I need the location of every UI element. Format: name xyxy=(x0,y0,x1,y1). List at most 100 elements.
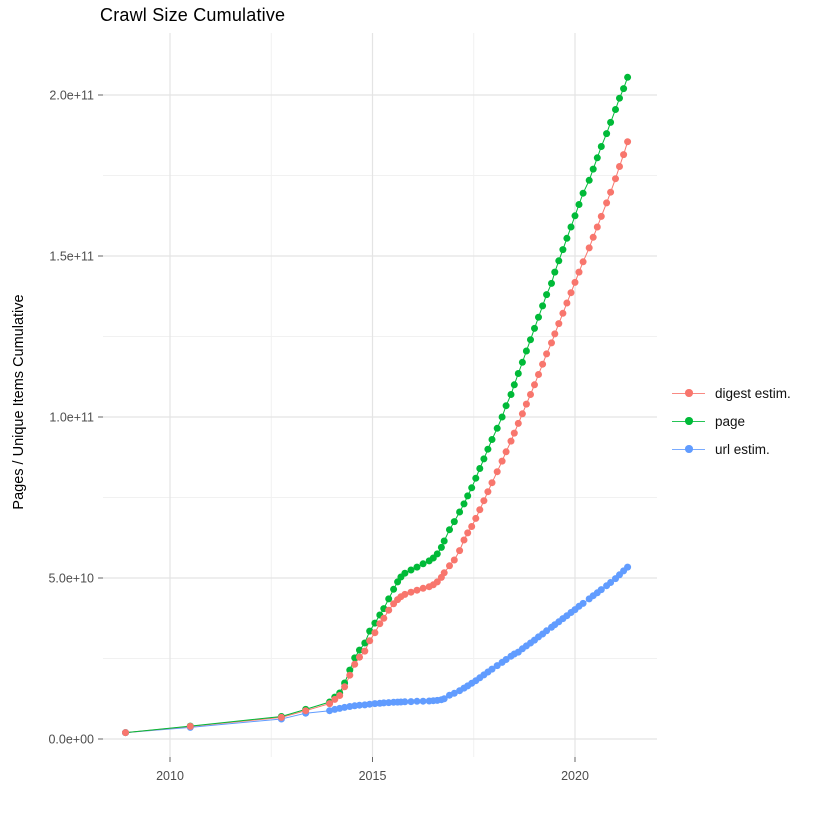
data-point xyxy=(277,713,285,721)
data-point xyxy=(522,347,530,355)
legend-point-swatch xyxy=(685,417,693,425)
data-point xyxy=(620,151,628,159)
data-point xyxy=(597,143,605,150)
data-point xyxy=(346,671,354,679)
data-point xyxy=(394,578,402,586)
series-points-page xyxy=(122,73,632,737)
data-point xyxy=(407,698,415,706)
major-gridlines xyxy=(103,33,657,757)
data-point xyxy=(527,336,534,344)
data-point xyxy=(326,700,334,708)
data-point xyxy=(571,212,579,220)
data-point xyxy=(371,629,379,637)
data-point xyxy=(493,468,501,476)
data-point xyxy=(514,370,522,377)
data-point xyxy=(440,695,448,703)
data-point xyxy=(376,620,384,628)
legend-key-digest-estim xyxy=(672,389,705,397)
data-point xyxy=(514,419,522,427)
data-point xyxy=(531,381,538,389)
data-point xyxy=(460,500,468,508)
legend-point-swatch xyxy=(685,389,693,397)
data-point xyxy=(366,700,374,708)
axis-ticks xyxy=(98,94,576,762)
data-point xyxy=(579,599,587,607)
legend-key-page xyxy=(672,417,705,425)
data-point xyxy=(498,413,506,421)
data-point xyxy=(624,138,632,146)
data-point xyxy=(484,488,492,496)
data-point xyxy=(480,497,488,505)
data-point xyxy=(346,666,354,674)
data-point xyxy=(361,647,369,655)
data-point xyxy=(366,637,374,645)
data-point xyxy=(407,588,415,596)
data-point xyxy=(543,627,551,635)
data-point xyxy=(472,474,480,482)
data-point xyxy=(476,465,484,472)
minor-gridlines xyxy=(103,33,657,757)
legend-key-url-estim xyxy=(672,445,705,453)
legend-label: url estim. xyxy=(715,441,770,457)
data-point xyxy=(413,697,421,705)
data-point xyxy=(464,492,472,500)
data-point xyxy=(559,246,567,254)
legend-label: page xyxy=(715,413,746,429)
data-point xyxy=(567,223,575,231)
legend-point-swatch xyxy=(685,445,693,453)
data-point xyxy=(446,526,453,534)
data-point xyxy=(555,320,563,328)
data-point xyxy=(507,437,515,445)
y-tick-label: 0.0e+00 xyxy=(48,733,94,747)
data-point xyxy=(484,445,492,453)
data-point xyxy=(563,299,571,307)
y-tick-label: 5.0e+10 xyxy=(48,572,94,586)
data-point xyxy=(585,244,593,252)
data-point xyxy=(390,585,398,593)
data-point xyxy=(401,569,409,577)
data-point xyxy=(446,562,453,570)
data-point xyxy=(476,506,484,514)
data-point xyxy=(543,291,551,299)
data-point xyxy=(559,309,567,317)
data-point xyxy=(548,339,555,347)
data-point xyxy=(468,484,476,492)
data-point xyxy=(502,656,510,663)
data-point xyxy=(579,258,587,266)
chart-title: Crawl Size Cumulative xyxy=(100,5,286,25)
axis-tick-labels: 2010 2015 2020 0.0e+00 5.0e+10 1.0e+11 1.5e+11… xyxy=(48,89,588,784)
data-point xyxy=(380,614,388,622)
data-point xyxy=(597,212,605,220)
x-tick-label: 2020 xyxy=(561,769,589,783)
data-point xyxy=(186,722,194,730)
data-point xyxy=(539,302,547,310)
data-point xyxy=(551,268,559,276)
x-tick-label: 2010 xyxy=(156,769,184,783)
data-point xyxy=(356,701,363,709)
series-line-url-estim- xyxy=(125,566,628,734)
data-point xyxy=(575,268,583,276)
data-point xyxy=(407,566,415,574)
data-point xyxy=(456,508,464,516)
data-point xyxy=(522,400,530,408)
data-point xyxy=(607,118,615,126)
data-point xyxy=(493,424,501,432)
data-point xyxy=(624,73,632,81)
data-point xyxy=(507,391,515,398)
data-point xyxy=(563,234,571,242)
legend-item-page: page xyxy=(672,407,791,435)
data-point xyxy=(488,436,496,443)
data-point xyxy=(603,199,611,207)
data-point xyxy=(607,188,615,196)
data-point xyxy=(122,729,129,737)
data-point xyxy=(589,233,597,241)
data-point xyxy=(302,707,310,715)
data-point xyxy=(531,324,538,332)
data-point xyxy=(518,358,526,366)
series-line-digest-estim- xyxy=(125,141,629,734)
data-point xyxy=(502,448,510,456)
data-point xyxy=(585,176,593,184)
legend-item-digest-estim: digest estim. xyxy=(672,379,791,407)
data-point xyxy=(440,569,448,577)
